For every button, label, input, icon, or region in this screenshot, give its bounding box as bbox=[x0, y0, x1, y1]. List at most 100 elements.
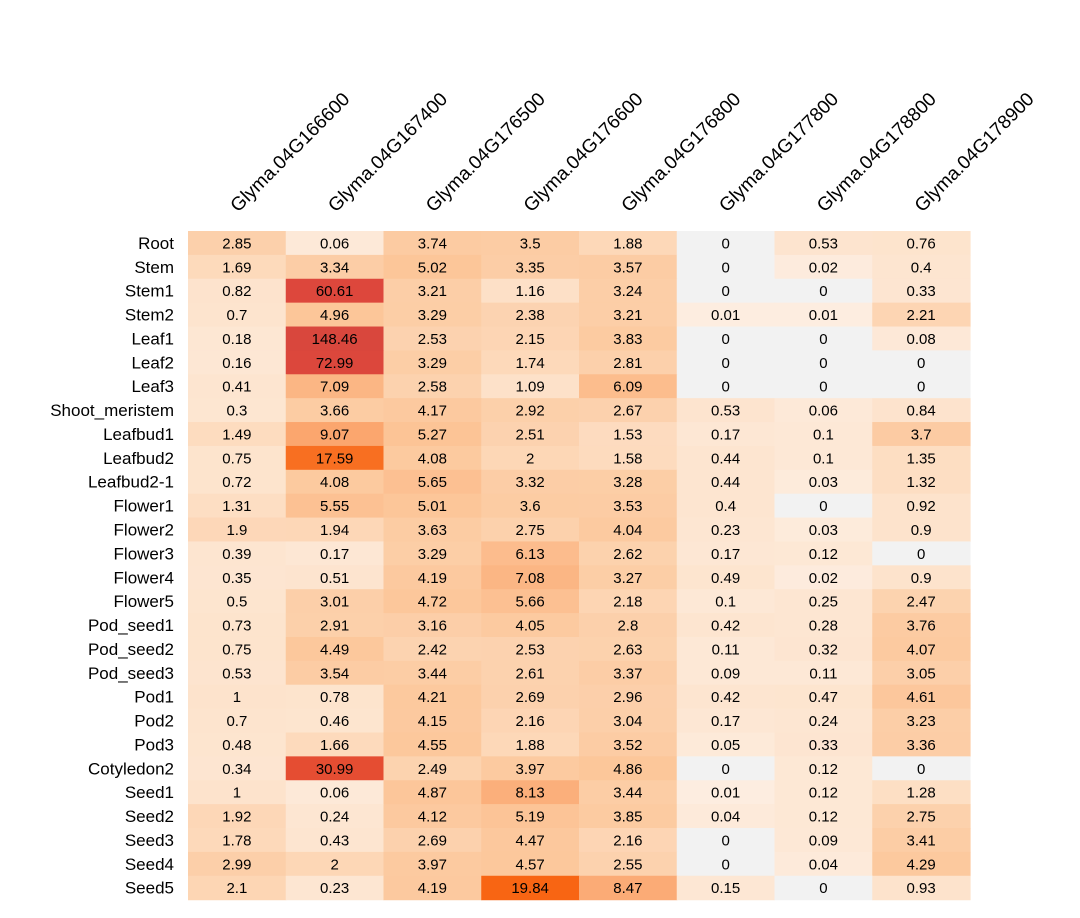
cell-value-label: 19.84 bbox=[511, 880, 549, 897]
heatmap-cell-seed4-1 bbox=[188, 851, 287, 877]
cell-value-label: 0.23 bbox=[711, 522, 740, 539]
cell-value-label: 3.57 bbox=[613, 259, 642, 276]
heatmap-cell-stem-3 bbox=[383, 254, 482, 280]
cell-value-label: 0.03 bbox=[809, 522, 838, 539]
cell-value-label: 0 bbox=[721, 331, 729, 348]
heatmap-cell-root-4 bbox=[481, 231, 580, 256]
heatmap-cell-seed1-3 bbox=[383, 780, 482, 805]
row-label-leafbud2: Leafbud2 bbox=[103, 449, 174, 468]
heatmap-cell-stem2-1 bbox=[188, 302, 287, 328]
heatmap-cell-flower2-4 bbox=[481, 517, 580, 543]
cell-value-label: 0.43 bbox=[320, 832, 349, 849]
heatmap-cell-pod-seed3-5 bbox=[579, 660, 678, 686]
heatmap-cell-stem-8 bbox=[872, 254, 971, 280]
cell-value-label: 2.18 bbox=[613, 594, 642, 611]
heatmap-cell-shoot-meristem-5 bbox=[579, 398, 678, 423]
heatmap-cell-shoot-meristem-4 bbox=[481, 398, 580, 423]
cell-value-label: 2.8 bbox=[617, 618, 638, 635]
heatmap-cell-cotyledon2-4 bbox=[481, 756, 580, 781]
cell-value-label: 0.82 bbox=[222, 283, 251, 300]
heatmap-cell-leaf2-1 bbox=[188, 350, 287, 375]
heatmap-cell-leafbud2-5 bbox=[579, 445, 678, 471]
heatmap-cell-pod2-4 bbox=[481, 708, 580, 734]
cell-value-label: 1.35 bbox=[907, 450, 936, 467]
cell-value-label: 3.04 bbox=[613, 713, 642, 730]
row-label-leafbud1: Leafbud1 bbox=[103, 425, 174, 444]
cell-value-label: 3.29 bbox=[418, 546, 447, 563]
cell-value-label: 0.04 bbox=[809, 856, 838, 873]
heatmap-cell-pod2-8 bbox=[872, 708, 971, 734]
cell-value-label: 0 bbox=[819, 283, 827, 300]
heatmap-cell-cotyledon2-7 bbox=[774, 756, 873, 781]
cell-value-label: 0.33 bbox=[809, 737, 838, 754]
cell-value-label: 0.11 bbox=[809, 665, 837, 682]
row-label-seed4: Seed4 bbox=[125, 855, 174, 874]
heatmap-cell-seed4-6 bbox=[676, 851, 776, 877]
heatmap-cell-pod1-8 bbox=[872, 684, 971, 710]
cell-value-label: 2.96 bbox=[613, 689, 642, 706]
row-label-seed1: Seed1 bbox=[125, 783, 174, 802]
heatmap-cell-seed4-8 bbox=[872, 851, 971, 877]
cell-value-label: 0 bbox=[721, 355, 729, 372]
heatmap-cell-cotyledon2-3 bbox=[383, 756, 482, 781]
heatmap-cell-pod-seed3-6 bbox=[676, 660, 776, 686]
cell-value-label: 0.1 bbox=[813, 426, 834, 443]
cell-value-label: 4.08 bbox=[320, 474, 349, 491]
cell-value-label: 3.66 bbox=[320, 403, 349, 420]
cell-value-label: 2.55 bbox=[613, 856, 642, 873]
heatmap-cell-flower3-5 bbox=[579, 541, 678, 566]
heatmap-cell-leafbud1-7 bbox=[774, 422, 873, 447]
heatmap-cell-stem1-8 bbox=[872, 278, 971, 304]
cell-value-label: 0.76 bbox=[907, 235, 936, 252]
heatmap-cell-seed2-8 bbox=[872, 804, 971, 829]
row-label-pod-seed2: Pod_seed2 bbox=[88, 640, 174, 659]
cell-value-label: 0 bbox=[819, 498, 827, 515]
cell-value-label: 0 bbox=[917, 546, 925, 563]
heatmap-cell-pod-seed2-1 bbox=[188, 636, 287, 662]
heatmap-cell-stem2-5 bbox=[579, 302, 678, 328]
cell-value-label: 4.87 bbox=[418, 785, 447, 802]
heatmap-cell-cotyledon2-8 bbox=[872, 756, 971, 781]
cell-value-label: 5.01 bbox=[418, 498, 447, 515]
cell-value-label: 0.02 bbox=[809, 259, 838, 276]
cell-value-label: 0.5 bbox=[226, 594, 247, 611]
cell-value-label: 0.73 bbox=[222, 618, 251, 635]
row-label-cotyledon2: Cotyledon2 bbox=[88, 759, 174, 778]
heatmap-cell-pod-seed1-5 bbox=[579, 613, 678, 638]
cell-value-label: 0.34 bbox=[222, 761, 251, 778]
cell-value-label: 2.81 bbox=[613, 355, 642, 372]
heatmap-cell-leaf3-4 bbox=[481, 374, 580, 399]
heatmap-cell-pod-seed2-8 bbox=[872, 636, 971, 662]
row-label-pod3: Pod3 bbox=[134, 735, 174, 754]
cell-value-label: 0.33 bbox=[907, 283, 936, 300]
row-label-stem2: Stem2 bbox=[125, 306, 174, 325]
heatmap-cell-pod3-4 bbox=[481, 732, 580, 757]
heatmap-cell-seed3-3 bbox=[383, 828, 482, 853]
heatmap-cell-seed5-3 bbox=[383, 875, 482, 901]
cell-value-label: 3.21 bbox=[613, 307, 642, 324]
cell-value-label: 0.41 bbox=[222, 379, 251, 396]
cell-value-label: 2.42 bbox=[418, 641, 447, 658]
heatmap-cell-root-2 bbox=[285, 231, 385, 256]
heatmap-cell-seed5-7 bbox=[774, 875, 873, 901]
heatmap-cell-seed2-7 bbox=[774, 804, 873, 829]
heatmap-cell-shoot-meristem-7 bbox=[774, 398, 873, 423]
row-label-leaf3: Leaf3 bbox=[131, 377, 174, 396]
cell-value-label: 17.59 bbox=[316, 450, 354, 467]
cell-value-label: 5.27 bbox=[418, 426, 447, 443]
row-label-seed5: Seed5 bbox=[125, 879, 174, 898]
heatmap-cell-stem-6 bbox=[676, 254, 776, 280]
cell-value-label: 2.69 bbox=[516, 689, 545, 706]
cell-value-label: 2.99 bbox=[222, 856, 251, 873]
cell-value-label: 3.23 bbox=[907, 713, 936, 730]
heatmap-cell-stem1-3 bbox=[383, 278, 482, 304]
cell-value-label: 5.19 bbox=[516, 809, 545, 826]
cell-value-label: 4.08 bbox=[418, 450, 447, 467]
cell-value-label: 0.4 bbox=[911, 259, 932, 276]
cell-value-label: 3.35 bbox=[516, 259, 545, 276]
heatmap-cell-leaf1-5 bbox=[579, 326, 678, 351]
cell-value-label: 3.76 bbox=[907, 618, 936, 635]
cell-value-label: 0.12 bbox=[809, 546, 838, 563]
heatmap-cell-leaf1-8 bbox=[872, 326, 971, 351]
